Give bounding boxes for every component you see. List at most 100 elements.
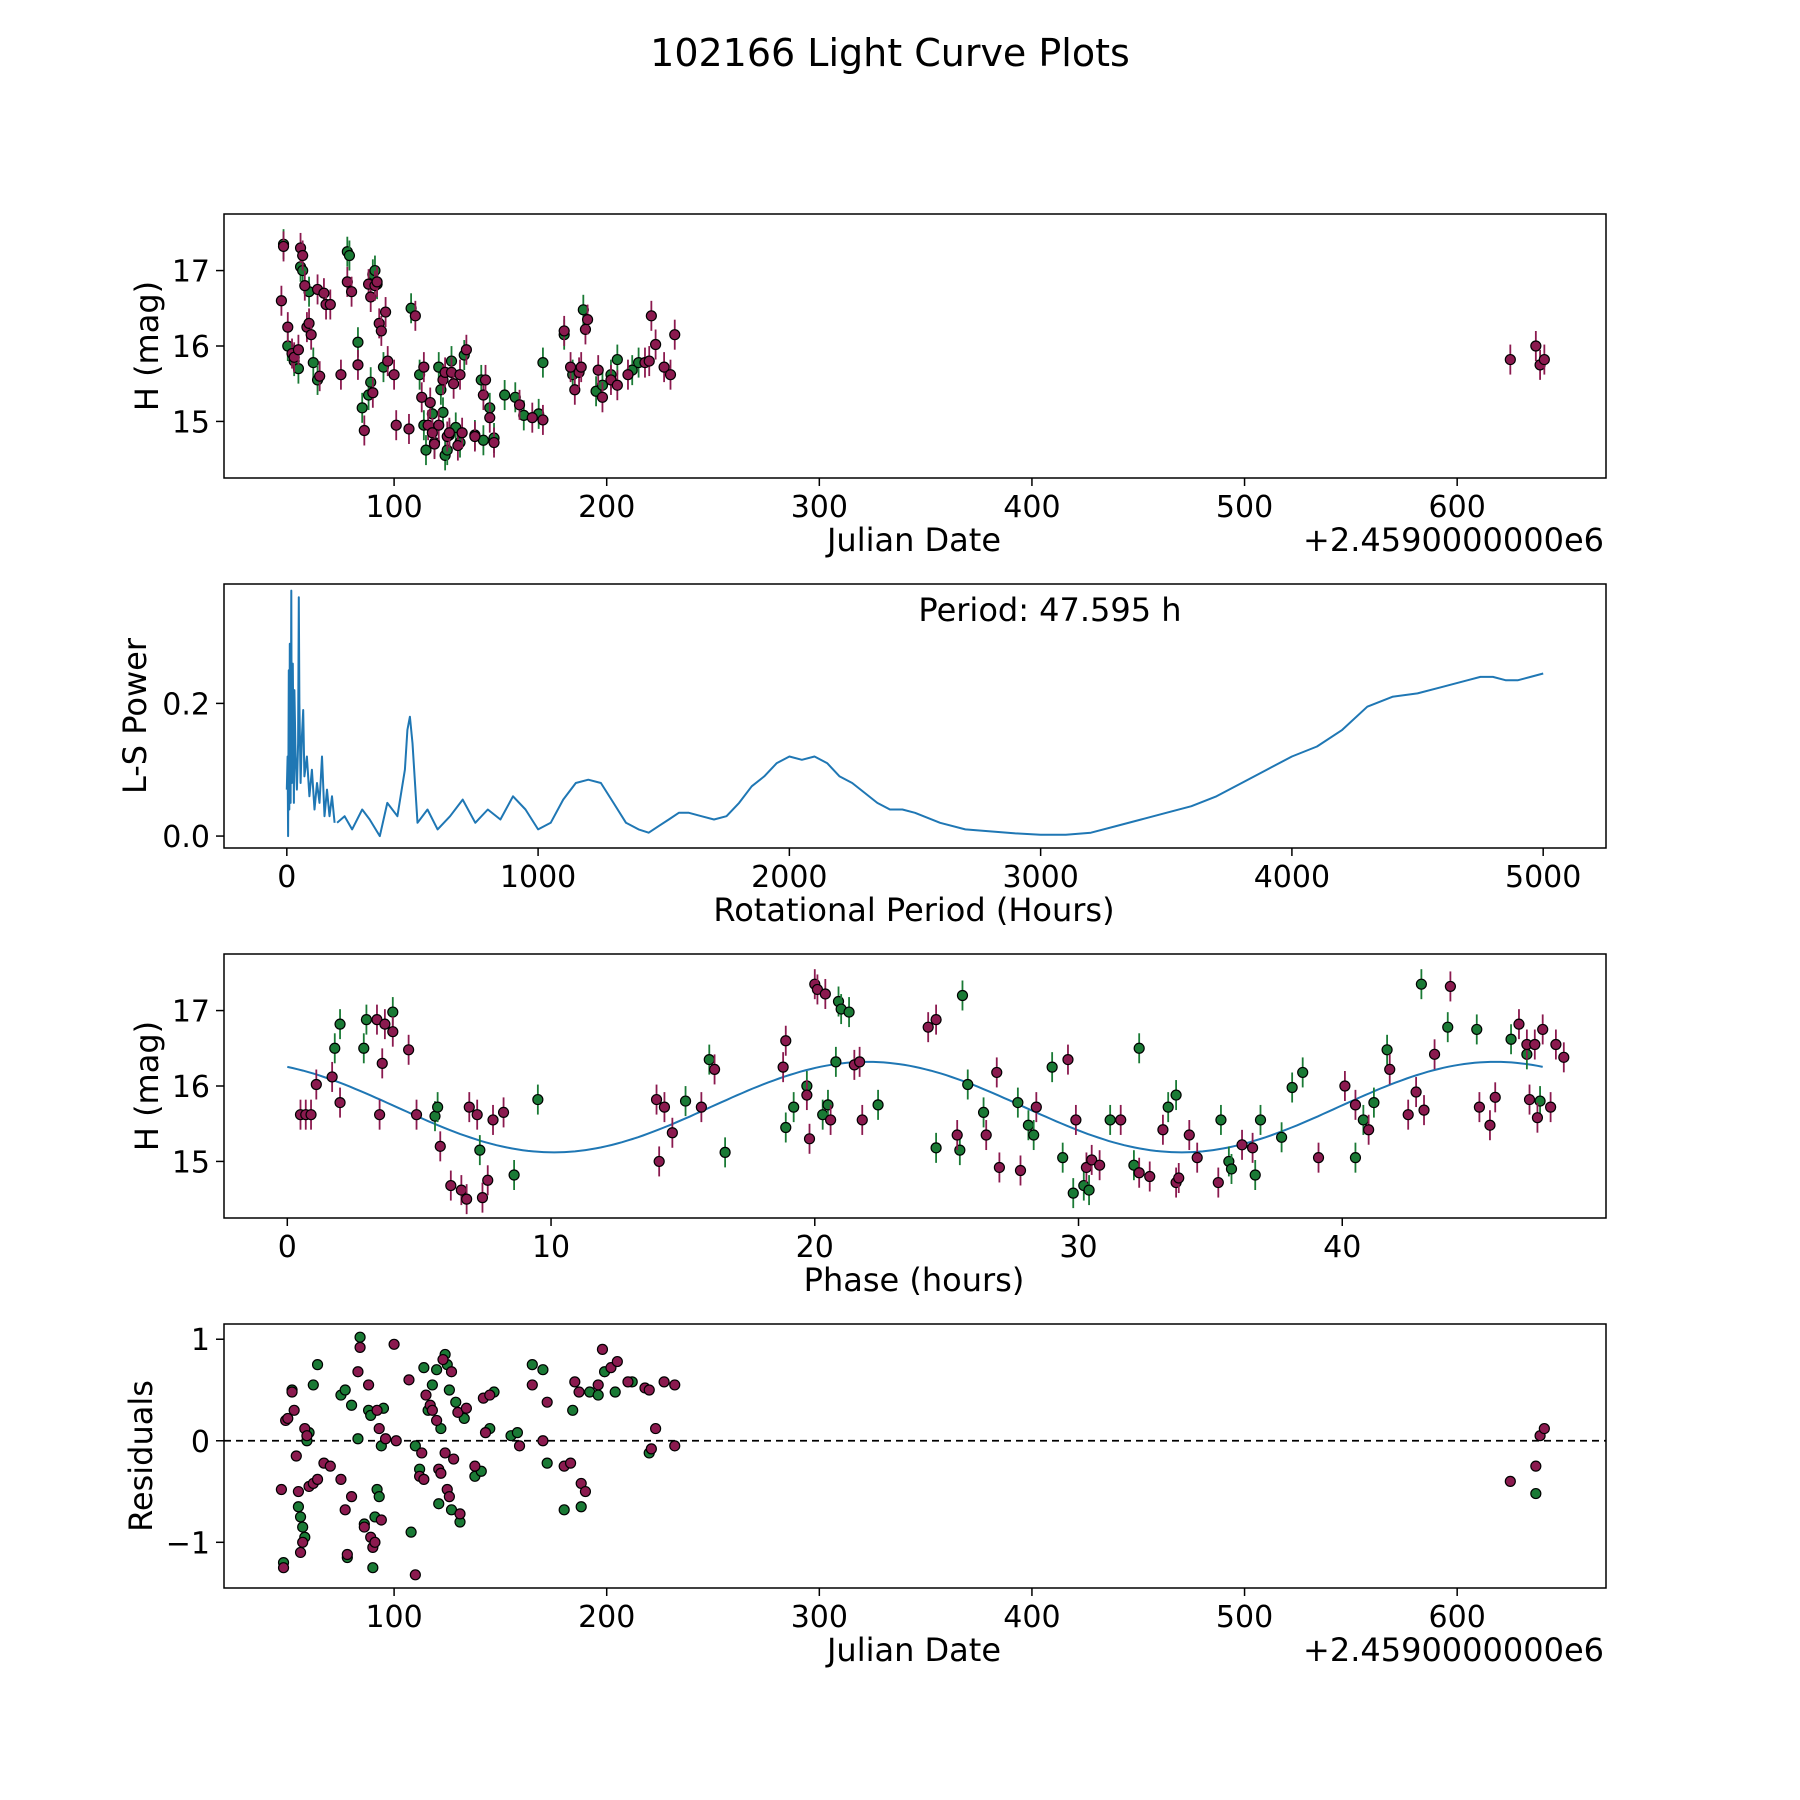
residuals-point-filter-magenta (335, 1473, 347, 1485)
phased-point-filter-green (1133, 1042, 1145, 1054)
phased-fit-curve (287, 1060, 1543, 1154)
lightcurve-point-filter-magenta (305, 329, 317, 341)
residuals-point-filter-magenta (369, 1536, 381, 1548)
lightcurve-offset-label: +2.4590000000e6 (1303, 521, 1604, 559)
lightcurve-point-filter-magenta (335, 369, 347, 381)
residuals-ytick-label: −1 (166, 1526, 210, 1561)
residuals-point-filter-magenta (448, 1453, 460, 1465)
periodogram-xtick-label: 0 (277, 860, 296, 895)
residuals-point-filter-magenta (403, 1374, 415, 1386)
periodogram-xtick-label: 3000 (1002, 860, 1078, 895)
residuals-point-filter-green (352, 1433, 364, 1445)
lightcurve-point-filter-magenta (454, 369, 466, 381)
phased-point-filter-magenta (819, 988, 831, 1000)
lightcurve-point-filter-magenta (513, 399, 526, 411)
phased-point-filter-green (1505, 1033, 1517, 1045)
phased-point-filter-magenta (825, 1114, 837, 1126)
residuals-point-filter-green (443, 1384, 455, 1396)
phased-point-filter-magenta (1384, 1063, 1396, 1076)
phased-point-filter-magenta (922, 1021, 934, 1033)
phased-point-filter-green (788, 1101, 800, 1113)
residuals-point-filter-magenta (658, 1376, 670, 1388)
lightcurve-point-filter-green (611, 353, 623, 366)
residuals-point-filter-green (567, 1404, 579, 1416)
residuals-panel: 100 200 300 400 500 600 −1 0 1 Julian Date Resid… (122, 1323, 1607, 1669)
residuals-point-filter-green (418, 1362, 430, 1374)
lightcurve-point-filter-magenta (297, 249, 309, 262)
lightcurve-plot (275, 229, 1550, 471)
phased-point-filter-green (1368, 1096, 1380, 1109)
phased-point-filter-magenta (1363, 1124, 1375, 1136)
lightcurve-point-filter-green (499, 389, 511, 401)
phased-point-filter-magenta (1191, 1152, 1203, 1164)
lightcurve-point-filter-magenta (418, 361, 430, 373)
phased-point-filter-magenta (1094, 1159, 1106, 1171)
residuals-point-filter-magenta (277, 1562, 290, 1574)
periodogram-xtick-label: 4000 (1254, 860, 1330, 895)
residuals-point-filter-green (541, 1457, 553, 1469)
phased-point-filter-green (780, 1121, 792, 1134)
phased-point-filter-magenta (1062, 1053, 1074, 1066)
residuals-offset-label: +2.4590000000e6 (1303, 1631, 1604, 1669)
phased-point-filter-green (1022, 1119, 1035, 1131)
phased-point-filter-magenta (1086, 1154, 1098, 1166)
lightcurve-point-filter-magenta (428, 438, 441, 450)
phased-point-filter-magenta (695, 1101, 707, 1113)
lightcurve-point-filter-magenta (569, 384, 581, 396)
phased-ytick-label: 16 (172, 1070, 210, 1105)
phased-point-filter-magenta (1444, 980, 1456, 993)
lightcurve-point-filter-green (343, 249, 356, 262)
residuals-point-filter-green (537, 1364, 549, 1376)
residuals-point-filter-magenta (454, 1508, 466, 1520)
lightcurve-point-filter-magenta (367, 387, 379, 399)
lightcurve-point-filter-green (307, 356, 319, 369)
residuals-point-filter-magenta (416, 1447, 428, 1459)
residuals-point-filter-magenta (526, 1379, 538, 1391)
residuals-point-filter-magenta (650, 1422, 662, 1435)
lightcurve-point-filter-magenta (1504, 353, 1516, 366)
phased-point-filter-green (872, 1099, 884, 1111)
lightcurve-point-filter-magenta (643, 355, 655, 367)
phased-frame (223, 953, 1607, 1219)
residuals-point-filter-magenta (354, 1341, 366, 1353)
phased-point-filter-green (1471, 1023, 1483, 1036)
lightcurve-point-filter-magenta (479, 374, 492, 386)
phased-xlabel: Phase (hours) (804, 1261, 1025, 1299)
phased-point-filter-green (1046, 1061, 1058, 1073)
phased-point-filter-magenta (376, 1057, 388, 1069)
phased-point-filter-magenta (803, 1133, 816, 1145)
residuals-point-filter-magenta (388, 1338, 400, 1350)
residuals-xtick-label: 500 (1216, 1600, 1273, 1635)
lightcurve-point-filter-magenta (669, 329, 681, 341)
residuals-xtick-label: 100 (365, 1600, 422, 1635)
phased-ytick-label: 15 (172, 1145, 210, 1180)
lightcurve-point-filter-magenta (484, 412, 496, 424)
residuals-point-filter-magenta (645, 1443, 657, 1455)
residuals-ytick-label: 0 (191, 1425, 210, 1460)
lightcurve-point-filter-magenta (424, 396, 436, 409)
phased-point-filter-magenta (461, 1193, 473, 1205)
lightcurve-point-filter-magenta (592, 364, 604, 376)
phased-point-filter-magenta (658, 1101, 671, 1113)
residuals-point-filter-magenta (379, 1433, 392, 1445)
residuals-point-filter-magenta (564, 1457, 577, 1469)
residuals-point-filter-magenta (573, 1386, 585, 1398)
phased-point-filter-magenta (326, 1071, 338, 1083)
phased-point-filter-magenta (1484, 1119, 1496, 1131)
phased-point-filter-magenta (1173, 1172, 1185, 1184)
residuals-point-filter-green (450, 1396, 462, 1408)
phased-point-filter-magenta (1531, 1112, 1544, 1124)
phased-point-filter-magenta (1349, 1099, 1362, 1111)
phased-ylabel: H (mag) (128, 1021, 166, 1151)
phased-point-filter-magenta (455, 1184, 467, 1196)
phased-panel: 0 10 20 30 40 15 16 17 Phase (hours) H (mag) (128, 953, 1607, 1299)
lightcurve-point-filter-magenta (564, 361, 577, 373)
lightcurve-xlabel: Julian Date (825, 521, 1001, 559)
figure-title: 102166 Light Curve Plots (650, 31, 1130, 75)
residuals-point-filter-magenta (409, 1569, 421, 1581)
phased-point-filter-magenta (334, 1096, 346, 1109)
residuals-point-filter-magenta (311, 1473, 324, 1485)
residuals-point-filter-magenta (439, 1447, 451, 1459)
lightcurve-point-filter-magenta (382, 355, 394, 367)
lightcurve-point-filter-magenta (650, 338, 662, 351)
